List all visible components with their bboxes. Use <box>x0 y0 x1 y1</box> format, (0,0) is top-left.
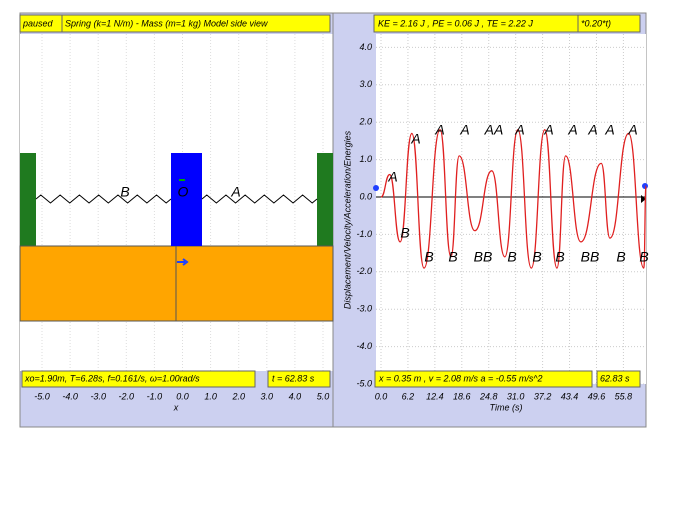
x-tick-label: -3.0 <box>90 391 106 401</box>
right-time-box <box>596 370 641 388</box>
y-tick-label: -1.0 <box>356 229 372 239</box>
trough-label: BB <box>581 249 600 265</box>
y-tick-label: -4.0 <box>356 341 372 351</box>
peak-label: A <box>543 122 553 138</box>
formula-box <box>577 14 641 33</box>
marker-dot <box>373 185 379 191</box>
x-tick-label: 55.8 <box>615 391 633 401</box>
velocity-arrow <box>177 258 189 266</box>
trough-label: B <box>424 249 433 265</box>
mass <box>171 153 202 246</box>
trough-label: B <box>532 249 541 265</box>
x-tick-label: 1.0 <box>204 391 217 401</box>
x-tick-label: 49.6 <box>588 391 606 401</box>
x-tick-label: 31.0 <box>507 391 525 401</box>
y-tick-label: -3.0 <box>356 304 372 314</box>
trough-label: B <box>639 249 648 265</box>
trough-label: B <box>507 249 516 265</box>
trough-label: B <box>400 225 409 241</box>
energies: KE = 2.16 J , PE = 0.06 J , TE = 2.22 J <box>378 18 533 28</box>
peak-label: A <box>514 122 524 138</box>
point-label: B <box>120 184 129 200</box>
right-info-box <box>374 370 593 388</box>
x-axis-label: x <box>173 402 179 412</box>
left-header <box>19 14 331 33</box>
y-axis-label: Displacement/Velocity/Acceleration/Energ… <box>342 130 352 309</box>
y-tick-label: -2.0 <box>356 266 372 276</box>
point-label: A <box>230 184 240 200</box>
y-tick-label: 4.0 <box>359 42 372 52</box>
x-tick-label: 0.0 <box>375 391 388 401</box>
x-tick-label: 2.0 <box>231 391 245 401</box>
trough-label: B <box>616 249 625 265</box>
right-wall <box>317 153 333 246</box>
peak-label: A <box>387 169 397 185</box>
peak-label: A <box>567 122 577 138</box>
left-time-box <box>267 370 331 388</box>
line <box>380 129 647 269</box>
trough-label: B <box>448 249 457 265</box>
y-tick-label: 1.0 <box>359 154 372 164</box>
x-tick-label: 5.0 <box>317 391 330 401</box>
x-tick-label: 43.4 <box>561 391 579 401</box>
peak-label: A <box>587 122 597 138</box>
formula: *0.20*t) <box>581 18 611 28</box>
marker-dot <box>642 183 648 189</box>
left-wall <box>20 153 36 246</box>
axis-arrow <box>641 195 646 203</box>
x-tick-label: 12.4 <box>426 391 444 401</box>
peak-label: AA <box>484 122 504 138</box>
peak-label: A <box>459 122 469 138</box>
x-tick-label: 18.6 <box>453 391 471 401</box>
x-tick-label: -4.0 <box>62 391 78 401</box>
spring <box>35 194 318 204</box>
x-tick-label: 4.0 <box>289 391 302 401</box>
y-tick-label: -5.0 <box>356 378 372 388</box>
x-tick-label: -2.0 <box>119 391 135 401</box>
trough-label: B <box>555 249 564 265</box>
status: paused <box>22 18 54 28</box>
right-info: x = 0.35 m , v = 2.08 m/s a = -0.55 m/s^… <box>378 373 543 383</box>
x-tick-label: 24.8 <box>479 391 498 401</box>
peak-label: A <box>434 122 444 138</box>
x-tick-label: 37.2 <box>534 391 552 401</box>
peak-label: A <box>627 122 637 138</box>
point-label: O <box>178 184 189 200</box>
peak-label: A <box>604 122 614 138</box>
right-time: 62.83 s <box>600 373 630 383</box>
x-tick-label: 3.0 <box>261 391 274 401</box>
peak-label: A <box>410 131 420 147</box>
x-tick-label: 0.0 <box>176 391 189 401</box>
y-tick-label: 3.0 <box>359 79 372 89</box>
x-axis-label: Time (s) <box>490 402 523 412</box>
x-tick-label: 6.2 <box>402 391 415 401</box>
title: Spring (k=1 N/m) - Mass (m=1 kg) Model s… <box>65 18 268 28</box>
y-tick-label: 0.0 <box>359 191 372 201</box>
y-tick-label: 2.0 <box>358 117 372 127</box>
left-time: t = 62.83 s <box>272 373 315 383</box>
trough-label: BB <box>474 249 493 265</box>
x-tick-label: -1.0 <box>147 391 163 401</box>
left-info: xo=1.90m, T=6.28s, f=0.161/s, ω=1.00rad/… <box>24 373 200 383</box>
x-tick-label: -5.0 <box>34 391 50 401</box>
left-info-box <box>21 370 256 388</box>
